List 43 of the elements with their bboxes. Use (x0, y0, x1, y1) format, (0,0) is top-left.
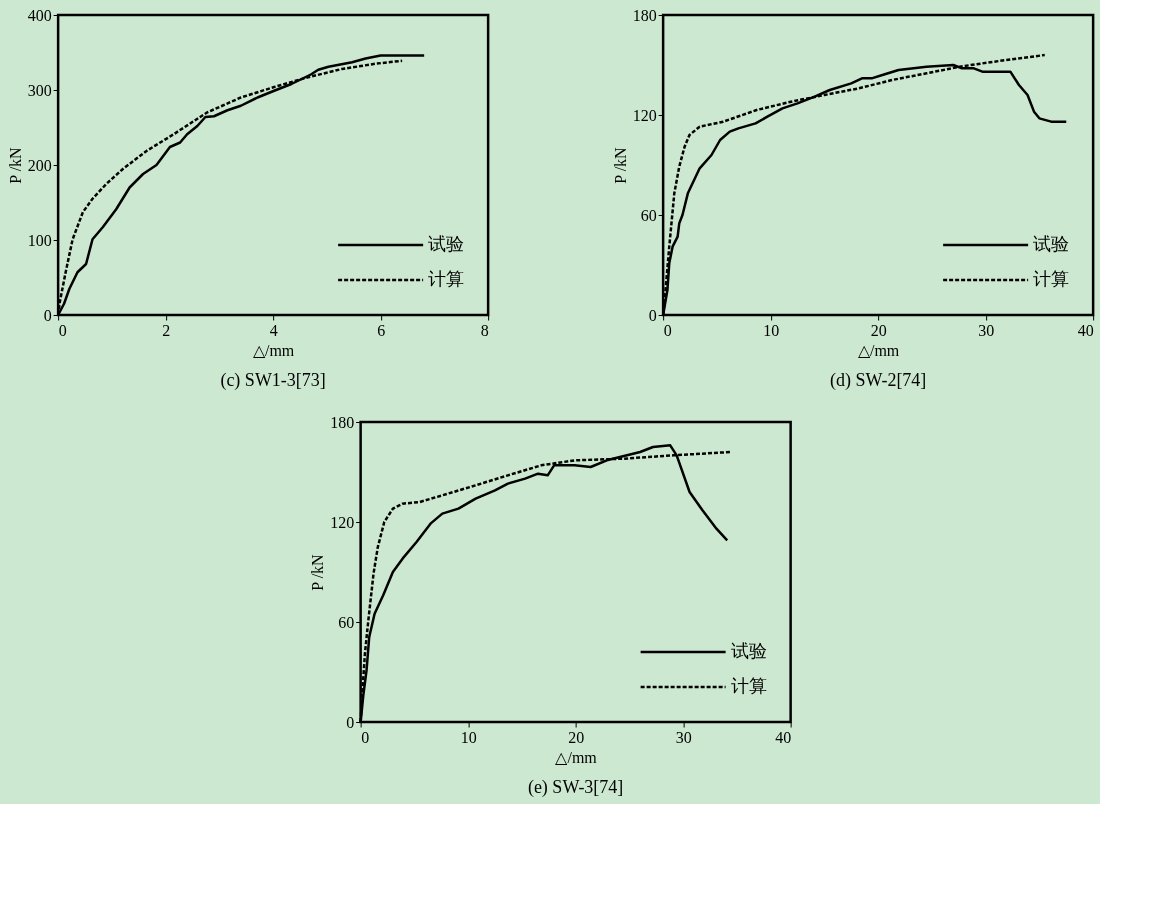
x-tick-label: 30 (675, 728, 692, 746)
legend-label: 计算 (730, 676, 767, 696)
x-tick-label: 0 (58, 321, 67, 339)
legend-label: 试验 (1033, 234, 1070, 254)
x-axis-title: △/mm (857, 341, 900, 359)
text: (c) SW1-3[73] (220, 370, 326, 391)
y-axis-title: P /kN (309, 553, 327, 591)
legend-label: 计算 (1033, 269, 1070, 289)
x-tick-label: 8 (480, 321, 489, 339)
legend-label: 试验 (428, 234, 465, 254)
y-tick-label: 60 (640, 206, 657, 224)
x-tick-label: 10 (460, 728, 477, 746)
y-tick-label: 60 (338, 613, 355, 631)
x-tick-label: 40 (1077, 321, 1094, 339)
x-tick-label: 0 (663, 321, 672, 339)
x-tick-label: 2 (162, 321, 171, 339)
x-tick-label: 20 (568, 728, 585, 746)
x-axis-title: △/mm (252, 341, 295, 359)
x-tick-label: 30 (978, 321, 995, 339)
y-tick-label: 200 (27, 156, 52, 174)
y-tick-label: 0 (648, 306, 657, 324)
y-axis-title: P /kN (611, 146, 629, 184)
y-tick-label: 180 (330, 413, 355, 431)
y-tick-label: 0 (43, 306, 52, 324)
y-tick-label: 120 (632, 106, 657, 124)
y-tick-label: 0 (346, 713, 355, 731)
y-tick-label: 400 (27, 6, 52, 24)
y-tick-label: 100 (27, 231, 52, 249)
x-tick-label: 20 (870, 321, 887, 339)
legend-label: 试验 (730, 641, 767, 661)
x-tick-label: 40 (775, 728, 792, 746)
text: (d) SW-2[74] (829, 370, 927, 391)
y-tick-label: 300 (27, 81, 52, 99)
y-tick-label: 180 (632, 6, 657, 24)
y-axis-title: P /kN (6, 146, 24, 184)
x-tick-label: 4 (269, 321, 278, 339)
x-tick-label: 6 (377, 321, 386, 339)
x-tick-label: 10 (763, 321, 780, 339)
legend-label: 计算 (428, 269, 465, 289)
x-axis-title: △/mm (555, 748, 598, 766)
y-tick-label: 120 (330, 513, 355, 531)
text: (e) SW-3[74] (527, 777, 624, 798)
x-tick-label: 0 (361, 728, 370, 746)
